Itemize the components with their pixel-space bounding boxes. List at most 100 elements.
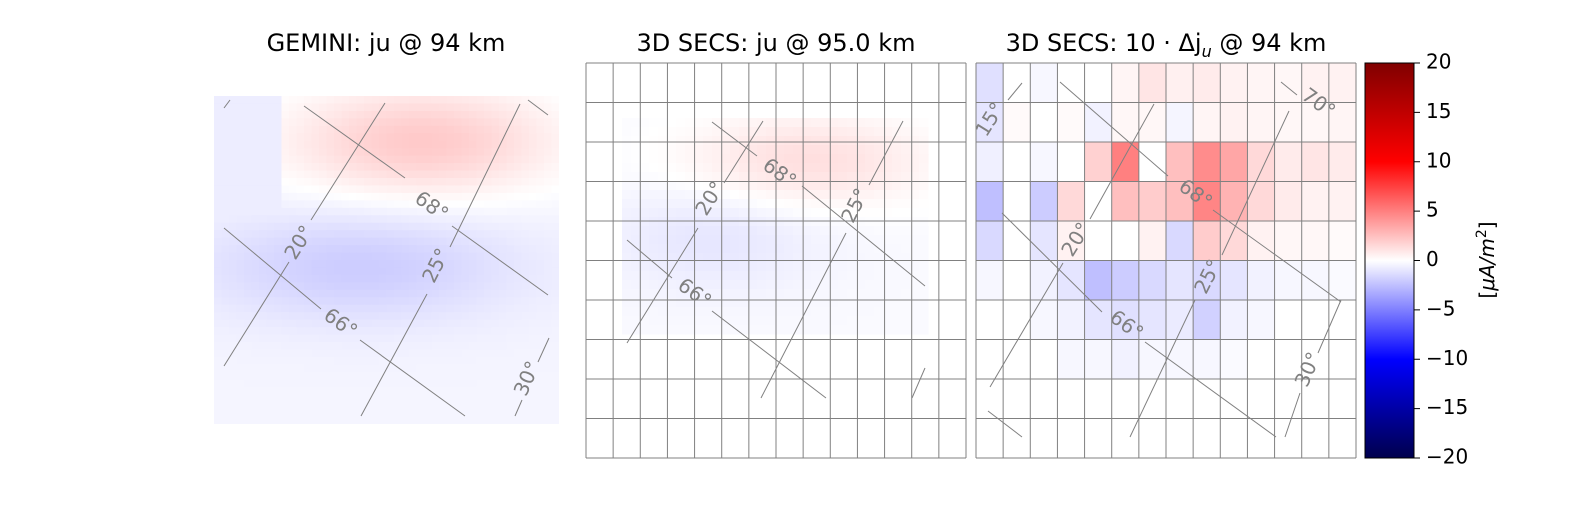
heatmap-cell bbox=[311, 274, 320, 283]
heatmap-cell bbox=[311, 416, 320, 424]
heatmap-cell bbox=[469, 356, 478, 365]
heatmap-cell bbox=[319, 312, 328, 321]
heatmap-cell bbox=[244, 394, 253, 403]
heatmap-cell bbox=[311, 103, 320, 112]
heatmap-cell bbox=[622, 127, 632, 137]
heatmap-cell bbox=[424, 252, 433, 261]
heatmap-cell bbox=[775, 127, 785, 137]
heatmap-cell bbox=[311, 334, 320, 343]
heatmap-cell bbox=[409, 304, 418, 313]
heatmap-cell bbox=[856, 307, 866, 317]
heatmap-cell bbox=[536, 349, 545, 358]
heatmap-cell bbox=[371, 319, 380, 328]
heatmap-cell bbox=[259, 215, 268, 224]
heatmap-cell bbox=[1030, 63, 1058, 103]
heatmap-cell bbox=[394, 96, 403, 105]
heatmap-cell bbox=[521, 215, 530, 224]
heatmap-cell bbox=[304, 230, 313, 239]
heatmap-cell bbox=[1220, 102, 1248, 142]
heatmap-cell bbox=[856, 289, 866, 299]
heatmap-cell bbox=[364, 110, 373, 119]
heatmap-cell bbox=[454, 319, 463, 328]
heatmap-cell bbox=[901, 235, 911, 245]
heatmap-cell bbox=[461, 401, 470, 410]
heatmap-cell bbox=[883, 271, 893, 281]
heatmap-cell bbox=[544, 185, 553, 194]
heatmap-cell bbox=[1274, 379, 1302, 419]
heatmap-cell bbox=[341, 267, 350, 276]
heatmap-cell bbox=[416, 96, 425, 105]
heatmap-cell bbox=[274, 148, 283, 157]
heatmap-cell bbox=[529, 133, 538, 142]
heatmap-cell bbox=[229, 163, 238, 172]
heatmap-cell bbox=[469, 297, 478, 306]
heatmap-cell bbox=[874, 262, 884, 272]
heatmap-cell bbox=[694, 154, 704, 164]
heatmap-cell bbox=[386, 118, 395, 127]
heatmap-cell bbox=[274, 304, 283, 313]
heatmap-cell bbox=[631, 271, 641, 281]
heatmap-cell bbox=[499, 334, 508, 343]
heatmap-cell bbox=[356, 215, 365, 224]
heatmap-cell bbox=[1193, 339, 1221, 379]
heatmap-cell bbox=[476, 409, 485, 418]
heatmap-cell bbox=[281, 282, 290, 291]
heatmap-cell bbox=[622, 298, 632, 308]
heatmap-cell bbox=[349, 207, 358, 216]
heatmap-cell bbox=[506, 155, 515, 164]
heatmap-cell bbox=[694, 289, 704, 299]
heatmap-cell bbox=[631, 217, 641, 227]
heatmap-cell bbox=[364, 409, 373, 418]
heatmap-cell bbox=[1274, 260, 1302, 300]
heatmap-cell bbox=[622, 190, 632, 200]
heatmap-cell bbox=[259, 163, 268, 172]
heatmap-cell bbox=[476, 327, 485, 336]
heatmap-cell bbox=[1328, 142, 1356, 182]
heatmap-cell bbox=[371, 304, 380, 313]
heatmap-cell bbox=[838, 280, 848, 290]
heatmap-cell bbox=[748, 208, 758, 218]
heatmap-cell bbox=[289, 342, 298, 351]
heatmap-cell bbox=[491, 215, 500, 224]
heatmap-cell bbox=[1111, 181, 1139, 221]
heatmap-cell bbox=[874, 325, 884, 335]
heatmap-cell bbox=[856, 199, 866, 209]
heatmap-cell bbox=[439, 416, 448, 424]
heatmap-cell bbox=[883, 226, 893, 236]
heatmap-cell bbox=[847, 298, 857, 308]
heatmap-cell bbox=[712, 262, 722, 272]
heatmap-cell bbox=[259, 409, 268, 418]
heatmap-cell bbox=[454, 386, 463, 395]
heatmap-cell bbox=[334, 282, 343, 291]
heatmap-cell bbox=[649, 127, 659, 137]
heatmap-cell bbox=[1274, 102, 1302, 142]
heatmap-cell bbox=[409, 192, 418, 201]
heatmap-cell bbox=[281, 327, 290, 336]
heatmap-cell bbox=[214, 178, 223, 187]
heatmap-cell bbox=[229, 282, 238, 291]
heatmap-cell bbox=[775, 325, 785, 335]
heatmap-cell bbox=[304, 110, 313, 119]
heatmap-cell bbox=[793, 199, 803, 209]
heatmap-cell bbox=[514, 163, 523, 172]
heatmap-cell bbox=[484, 125, 493, 134]
heatmap-cell bbox=[311, 312, 320, 321]
heatmap-cell bbox=[529, 185, 538, 194]
heatmap-cell bbox=[431, 297, 440, 306]
heatmap-cell bbox=[251, 133, 260, 142]
heatmap-cell bbox=[341, 148, 350, 157]
heatmap-cell bbox=[703, 136, 713, 146]
contour-line-lat-66 bbox=[1001, 212, 1277, 438]
heatmap-cell bbox=[901, 244, 911, 254]
heatmap-cell bbox=[484, 349, 493, 358]
heatmap-cell bbox=[829, 163, 839, 173]
heatmap-cell bbox=[649, 316, 659, 326]
heatmap-cell bbox=[439, 289, 448, 298]
heatmap-cell bbox=[721, 316, 731, 326]
heatmap-cell bbox=[667, 280, 677, 290]
heatmap-cell bbox=[334, 185, 343, 194]
heatmap-cell bbox=[514, 118, 523, 127]
heatmap-cell bbox=[371, 416, 380, 424]
heatmap-cell bbox=[296, 297, 305, 306]
heatmap-cell bbox=[334, 386, 343, 395]
